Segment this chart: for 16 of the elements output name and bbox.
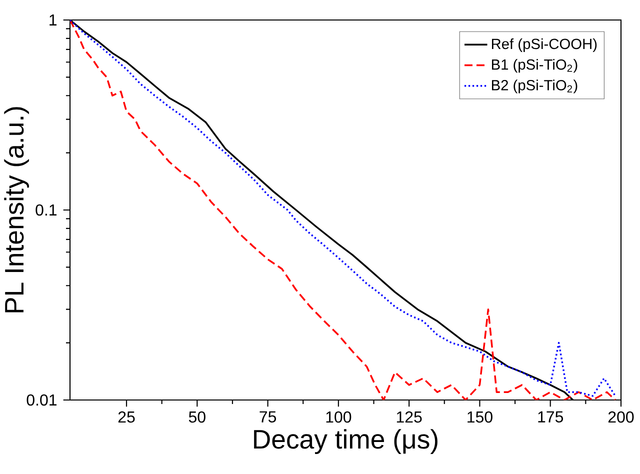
legend-label: B1 (pSi-TiO$_{2}$): [492, 58, 578, 73]
x-tick-label: 175: [538, 411, 564, 422]
y-tick-label: 0.1: [36, 204, 57, 216]
x-tick-label: 100: [326, 411, 352, 423]
y-tick-label: 1: [50, 14, 57, 26]
y-tick-label: 0.01: [26, 394, 57, 406]
x-tick-label: 25: [118, 411, 135, 423]
x-tick-label: 150: [468, 411, 492, 423]
x-tick-label: 75: [260, 411, 276, 422]
legend-label: Ref (pSi-COOH): [492, 38, 597, 52]
y-axis-title: PL Intensity (a.u.): [4, 107, 30, 312]
x-axis-title: Decay time (μs): [254, 429, 438, 454]
legend-label: B2 (pSi-TiO$_{2}$): [492, 80, 578, 94]
x-tick-label: 125: [396, 411, 422, 423]
x-tick-label: 50: [188, 411, 206, 423]
x-tick-label: 200: [608, 411, 634, 423]
